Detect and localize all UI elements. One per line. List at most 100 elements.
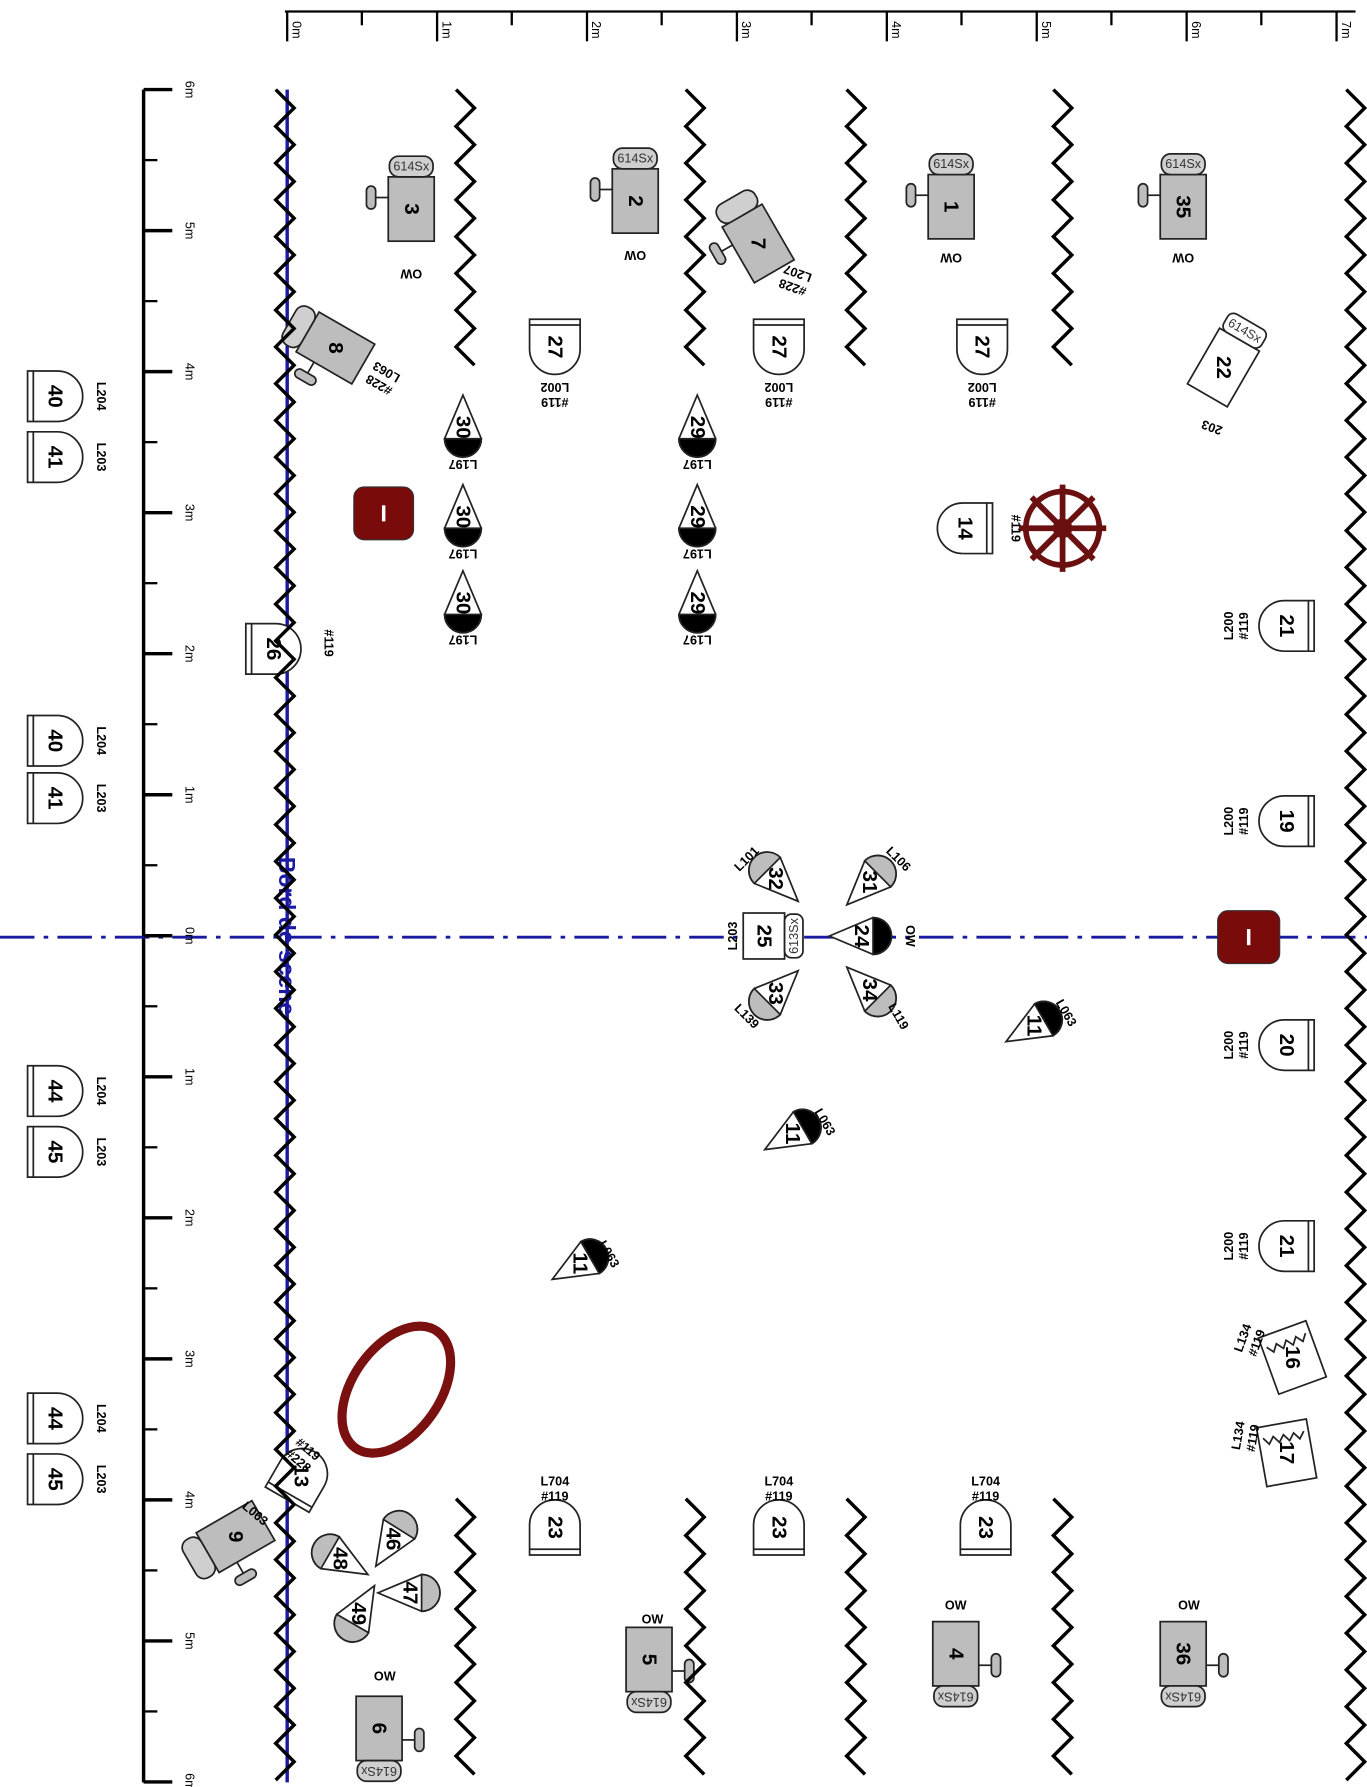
- fixture-number: 47: [399, 1581, 422, 1604]
- fixture-body: [956, 318, 1009, 376]
- fixture-lens: [928, 153, 974, 176]
- fixture-knob: [589, 177, 601, 202]
- fixture-body: [1258, 1219, 1316, 1273]
- fixture: [443, 482, 483, 548]
- fixture: [956, 318, 1009, 376]
- fixture-number: 29: [686, 505, 709, 528]
- fixture-lens: [310, 1533, 341, 1570]
- fixture-model: 614Sx: [937, 1689, 973, 1703]
- fixture-knob: [293, 368, 317, 386]
- fixture: [375, 1573, 441, 1613]
- fixture: [1258, 1018, 1316, 1072]
- fixture-number: 17: [1275, 1441, 1298, 1464]
- left-ruler-label: 5m: [183, 222, 197, 240]
- fixture: [550, 1238, 610, 1281]
- fixture: [528, 1499, 581, 1556]
- fixture: [678, 392, 717, 458]
- fixture-number: 20: [1275, 1034, 1298, 1057]
- fixture: [374, 1510, 419, 1569]
- fixture: [26, 714, 84, 767]
- fixture-body: [26, 1125, 84, 1179]
- fixture-number: 7: [747, 238, 770, 249]
- fixture-body: [26, 1064, 84, 1118]
- left-ruler-label: 4m: [183, 1491, 197, 1509]
- fixture-label: L203: [94, 1465, 108, 1494]
- top-ruler-label: 0m: [289, 21, 303, 39]
- fixture: [827, 916, 893, 956]
- fixture-lens: [443, 613, 483, 634]
- fixture-label: OW: [400, 266, 422, 280]
- fixture-number: 1: [940, 201, 963, 212]
- fixture-knob: [365, 185, 377, 210]
- fixture-lens: [872, 916, 893, 956]
- fixture-handle: [306, 361, 315, 375]
- fixture-label: #119: [1237, 807, 1251, 834]
- fixture: [528, 318, 581, 376]
- fixture: [936, 502, 994, 555]
- fixture-number: 14: [953, 517, 976, 540]
- fixture-number: 49: [347, 1602, 370, 1625]
- top-ruler-label: 7m: [1339, 21, 1353, 39]
- fixture-number: 44: [44, 1407, 67, 1430]
- fixture-label: L197: [683, 633, 712, 647]
- fixture-lens: [382, 1510, 419, 1541]
- left-ruler-label: 3m: [183, 1350, 197, 1368]
- fixture-body: [1258, 599, 1316, 653]
- fixture-scroller: [1266, 1332, 1307, 1354]
- fixture-number: 30: [451, 591, 474, 614]
- fixture-lens: [181, 1536, 217, 1580]
- fixture-number: 24: [850, 925, 873, 948]
- fixture: [1159, 1620, 1229, 1708]
- fixture: [181, 1499, 277, 1587]
- border-curtain: [1343, 88, 1367, 1782]
- fixture: [1186, 312, 1268, 409]
- fixture-number: 26: [262, 637, 285, 660]
- fixture-label: L002: [540, 380, 569, 394]
- fixture-handle: [236, 1561, 245, 1575]
- left-ruler-label: 4m: [183, 363, 197, 381]
- fixture-number: 27: [767, 335, 790, 358]
- fixture-number: 46: [381, 1527, 404, 1550]
- fixture-number: 45: [44, 1468, 67, 1491]
- fixture-number: 13: [289, 1464, 312, 1487]
- fixture: [905, 153, 975, 240]
- fixture-lens: [1222, 312, 1268, 349]
- fixture-lens: [933, 1685, 979, 1708]
- fixture-knob: [413, 1727, 425, 1753]
- fixture-number: 4: [944, 1648, 967, 1660]
- fixture-model: 614Sx: [617, 151, 653, 165]
- fixture-number: 21: [1275, 1235, 1298, 1258]
- fixture: [310, 1533, 370, 1576]
- fixture-number: 40: [44, 729, 67, 752]
- fixture-number: 23: [543, 1516, 566, 1539]
- fixture-number: 23: [974, 1516, 997, 1539]
- left-ruler-label: 2m: [183, 645, 197, 663]
- fixture-label: L200: [1222, 807, 1236, 836]
- fixture-label: OW: [903, 925, 917, 947]
- fixture: [589, 147, 660, 234]
- fixture-number: 35: [1172, 195, 1195, 218]
- fixture-label: L119: [885, 1001, 911, 1032]
- border-curtain: [1050, 1497, 1075, 1776]
- top-ruler-label: 4m: [889, 21, 903, 39]
- fixture-lens: [715, 189, 759, 225]
- fixture: [1258, 795, 1316, 848]
- fixture: [845, 965, 897, 1018]
- fixture-lens: [863, 983, 897, 1018]
- fixture-lens: [356, 1759, 402, 1783]
- fixture: [26, 370, 84, 423]
- border-curtain: [453, 1497, 477, 1776]
- fixture: [26, 772, 84, 825]
- fixture-body: [26, 714, 84, 767]
- left-ruler-label: 1m: [183, 786, 197, 804]
- fixture-number: 44: [44, 1080, 67, 1103]
- border-curtain: [1050, 88, 1075, 367]
- fixture: [333, 1583, 376, 1643]
- fixture-number: 2: [624, 195, 647, 206]
- fixture-body: [26, 1453, 84, 1506]
- fixture-label: L197: [683, 457, 712, 471]
- border-curtain: [273, 88, 297, 1782]
- fixture: [678, 482, 717, 548]
- fixture-label: L203: [94, 784, 108, 813]
